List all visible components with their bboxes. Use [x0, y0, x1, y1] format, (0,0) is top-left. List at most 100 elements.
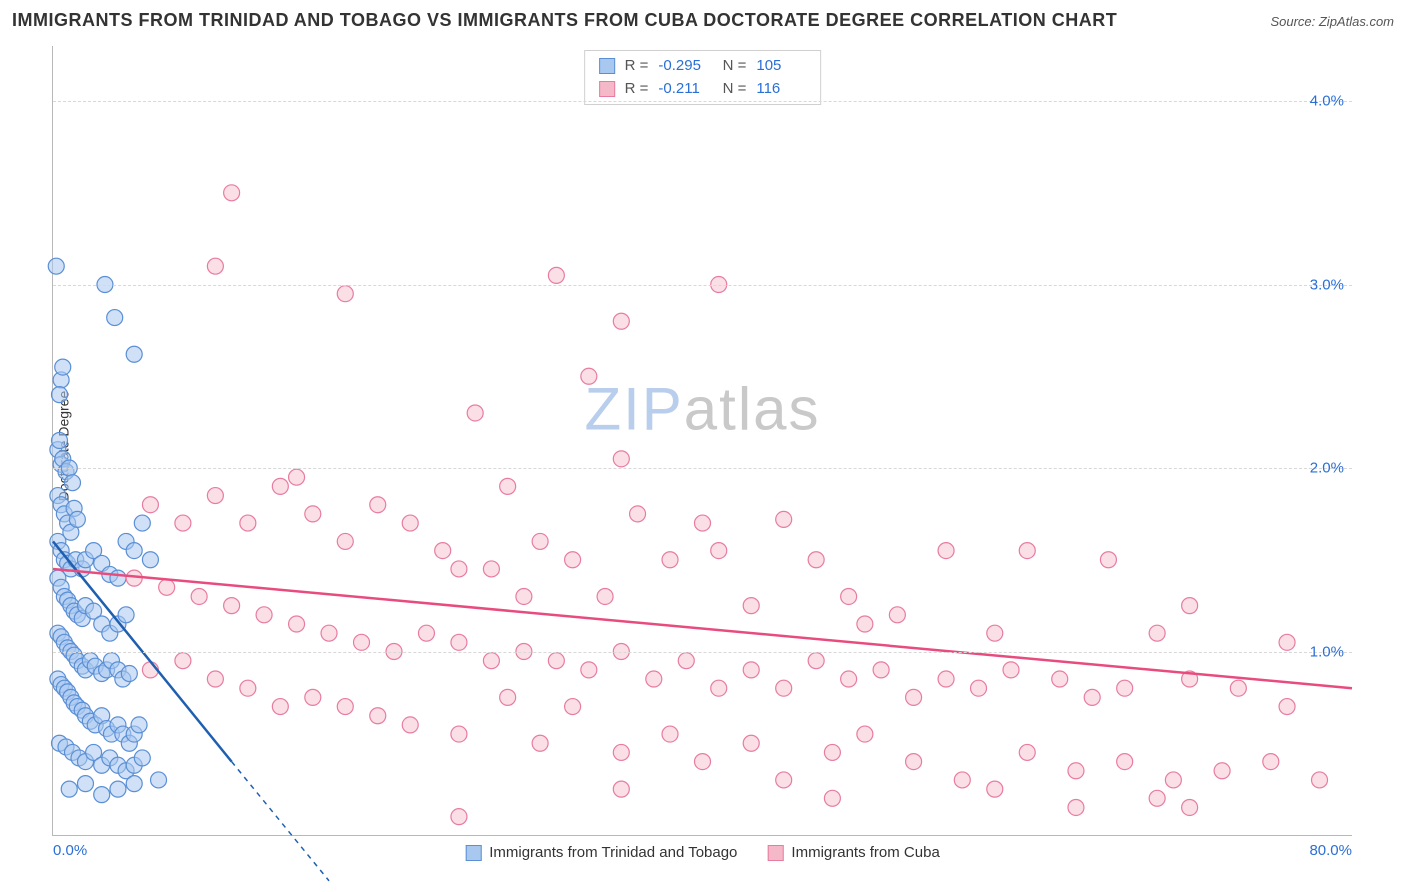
scatter-point [938, 543, 954, 559]
scatter-point [256, 607, 272, 623]
scatter-point [370, 497, 386, 513]
scatter-point [1019, 543, 1035, 559]
scatter-point [207, 671, 223, 687]
plot-area: ZIPatlas R = -0.295 N = 105 R = -0.211 N… [52, 46, 1352, 836]
scatter-point [207, 488, 223, 504]
scatter-point [191, 588, 207, 604]
scatter-point [131, 717, 147, 733]
scatter-point [532, 735, 548, 751]
scatter-point [142, 497, 158, 513]
scatter-point [565, 552, 581, 568]
scatter-point [1279, 699, 1295, 715]
stats-row-cuba: R = -0.211 N = 116 [599, 78, 807, 101]
stats-legend: R = -0.295 N = 105 R = -0.211 N = 116 [584, 50, 822, 105]
scatter-point [1165, 772, 1181, 788]
r-label: R = [625, 78, 649, 101]
scatter-point [646, 671, 662, 687]
scatter-point [370, 708, 386, 724]
n-label: N = [718, 55, 746, 78]
scatter-point [938, 671, 954, 687]
scatter-point [581, 662, 597, 678]
scatter-point [435, 543, 451, 559]
scatter-point [824, 744, 840, 760]
scatter-point [906, 689, 922, 705]
scatter-point [987, 625, 1003, 641]
scatter-point [824, 790, 840, 806]
scatter-point [662, 552, 678, 568]
chart-svg [53, 46, 1352, 835]
scatter-point [142, 552, 158, 568]
scatter-point [711, 680, 727, 696]
scatter-point [1182, 799, 1198, 815]
scatter-point [1019, 744, 1035, 760]
n-value-trinidad: 105 [756, 55, 806, 78]
scatter-point [987, 781, 1003, 797]
scatter-point [532, 533, 548, 549]
scatter-point [808, 653, 824, 669]
scatter-point [662, 726, 678, 742]
scatter-point [581, 368, 597, 384]
scatter-point [1068, 799, 1084, 815]
scatter-point [678, 653, 694, 669]
scatter-point [451, 634, 467, 650]
y-tick-label: 4.0% [1310, 93, 1344, 110]
r-value-trinidad: -0.295 [658, 55, 708, 78]
scatter-point [1214, 763, 1230, 779]
legend-swatch-cuba [767, 845, 783, 861]
scatter-point [134, 750, 150, 766]
scatter-point [61, 781, 77, 797]
scatter-point [240, 680, 256, 696]
scatter-point [548, 267, 564, 283]
legend-label-cuba: Immigrants from Cuba [791, 844, 939, 861]
scatter-point [1003, 662, 1019, 678]
scatter-point [613, 451, 629, 467]
scatter-point [110, 570, 126, 586]
scatter-point [1263, 754, 1279, 770]
scatter-point [451, 561, 467, 577]
scatter-point [51, 387, 67, 403]
scatter-point [695, 515, 711, 531]
x-tick-min: 0.0% [53, 842, 87, 859]
scatter-point [613, 781, 629, 797]
scatter-point [743, 662, 759, 678]
scatter-point [1182, 598, 1198, 614]
x-tick-max: 80.0% [1309, 842, 1352, 859]
trend-line-dashed [232, 762, 329, 881]
scatter-point [1312, 772, 1328, 788]
scatter-point [94, 787, 110, 803]
legend-label-trinidad: Immigrants from Trinidad and Tobago [489, 844, 737, 861]
scatter-point [483, 561, 499, 577]
scatter-point [69, 511, 85, 527]
scatter-point [175, 653, 191, 669]
scatter-point [451, 726, 467, 742]
scatter-point [1149, 790, 1165, 806]
scatter-point [289, 469, 305, 485]
scatter-point [889, 607, 905, 623]
scatter-point [776, 511, 792, 527]
gridline [53, 101, 1352, 102]
scatter-point [467, 405, 483, 421]
legend-item-cuba: Immigrants from Cuba [767, 844, 939, 861]
scatter-point [224, 598, 240, 614]
scatter-point [51, 433, 67, 449]
scatter-point [151, 772, 167, 788]
scatter-point [418, 625, 434, 641]
scatter-point [841, 671, 857, 687]
stats-swatch-cuba [599, 81, 615, 97]
scatter-point [776, 772, 792, 788]
legend-item-trinidad: Immigrants from Trinidad and Tobago [465, 844, 737, 861]
scatter-point [207, 258, 223, 274]
scatter-point [1149, 625, 1165, 641]
scatter-point [711, 543, 727, 559]
scatter-point [1068, 763, 1084, 779]
scatter-point [159, 579, 175, 595]
r-value-cuba: -0.211 [658, 78, 708, 101]
scatter-point [548, 653, 564, 669]
scatter-point [240, 515, 256, 531]
n-label: N = [718, 78, 746, 101]
scatter-point [857, 726, 873, 742]
scatter-point [110, 781, 126, 797]
source-label: Source: ZipAtlas.com [1270, 14, 1394, 29]
scatter-point [64, 475, 80, 491]
scatter-point [906, 754, 922, 770]
